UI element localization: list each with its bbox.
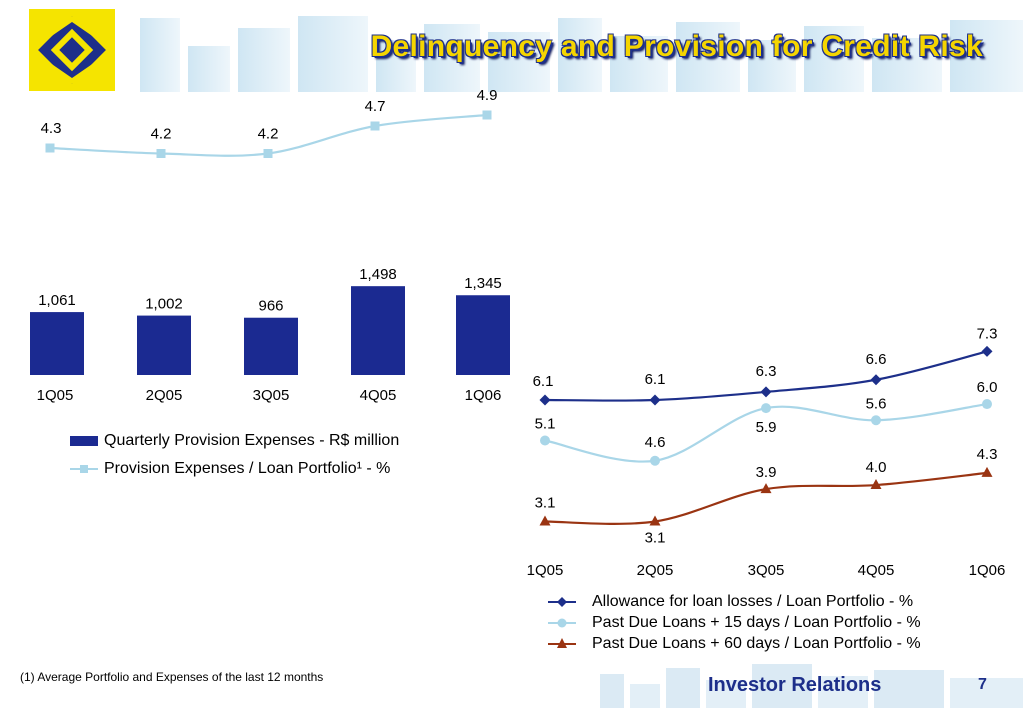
x-tick-label: 1Q06 — [465, 387, 502, 404]
provision-ratio-point — [156, 149, 166, 158]
x-tick-label: 3Q05 — [748, 562, 785, 579]
series-point-1 — [649, 394, 661, 406]
series-value-label: 7.3 — [977, 325, 998, 342]
bank-logo — [29, 9, 115, 91]
series-value-label: 3.1 — [645, 530, 666, 547]
series-point-1 — [760, 386, 772, 398]
x-tick-label: 2Q05 — [146, 387, 183, 404]
x-tick-label: 1Q06 — [969, 562, 1006, 579]
bar-value-label: 1,498 — [359, 266, 397, 283]
bar-1Q06 — [456, 295, 510, 375]
bar-value-label: 966 — [258, 298, 283, 315]
series-value-label: 6.0 — [977, 379, 998, 396]
footnote: (1) Average Portfolio and Expenses of th… — [20, 670, 324, 684]
left-chart-legend: Quarterly Provision Expenses - R$ millio… — [70, 431, 470, 481]
series-value-label: 4.6 — [645, 434, 666, 451]
legend-label: Past Due Loans + 60 days / Loan Portfoli… — [592, 635, 921, 652]
legend-label: Provision Expenses / Loan Portfolio¹ - % — [104, 460, 391, 477]
legend-swatch-line-circle — [548, 618, 576, 628]
bar-4Q05 — [351, 286, 405, 375]
provision-ratio-label: 4.2 — [258, 126, 279, 143]
series-value-label: 6.1 — [645, 371, 666, 388]
bar-2Q05 — [137, 315, 191, 375]
legend-swatch-bar — [70, 436, 98, 446]
legend-swatch-line-diamond — [548, 597, 576, 607]
page-number: 7 — [978, 676, 987, 693]
series-point-2 — [761, 403, 771, 414]
bar-value-label: 1,002 — [145, 296, 183, 313]
header-skyline-decoration — [140, 16, 1023, 92]
series-point-1 — [539, 394, 551, 406]
series-point-2 — [650, 455, 660, 466]
legend-swatch-line-square — [70, 465, 98, 473]
provision-expenses-chart: 1,061 1,002 966 1,498 1,345 4.3 4.2 4.2 4.7 4.9 1Q… — [30, 87, 510, 404]
series-point-3 — [981, 466, 993, 477]
provision-ratio-point — [370, 121, 380, 131]
series-point-3 — [760, 483, 772, 494]
bar-3Q05 — [244, 317, 298, 375]
series-point-2 — [540, 435, 550, 446]
page-title: Delinquency and Provision for Credit Ris… — [370, 30, 983, 63]
legend-label: Quarterly Provision Expenses - R$ millio… — [104, 432, 400, 449]
series-value-label: 4.0 — [866, 459, 887, 476]
series-value-label: 5.9 — [756, 419, 777, 436]
series-point-1 — [870, 374, 882, 386]
x-tick-label: 4Q05 — [858, 562, 895, 579]
provision-ratio-label: 4.3 — [41, 120, 62, 137]
series-point-3 — [649, 515, 661, 526]
x-tick-label: 2Q05 — [637, 562, 674, 579]
right-chart-legend: Allowance for loan losses / Loan Portfol… — [548, 592, 998, 658]
provision-ratio-label: 4.9 — [477, 87, 498, 104]
legend-label: Past Due Loans + 15 days / Loan Portfoli… — [592, 614, 921, 631]
series-point-3 — [539, 515, 551, 526]
footer-investor-relations: Investor Relations — [708, 674, 882, 696]
provision-ratio-point — [482, 110, 492, 120]
legend-label: Allowance for loan losses / Loan Portfol… — [592, 593, 914, 610]
series-value-label: 3.9 — [756, 464, 777, 481]
provision-ratio-point — [45, 143, 55, 153]
series-value-label: 5.1 — [535, 416, 556, 433]
series-point-2 — [982, 399, 992, 410]
x-tick-label: 4Q05 — [360, 387, 397, 404]
series-value-label: 6.3 — [756, 363, 777, 380]
delinquency-ratios-chart: 6.1 6.1 6.3 6.6 7.3 5.1 4.6 5.9 5.6 6.0 3.1 3.1 3.9 4… — [527, 325, 1006, 579]
series-point-3 — [870, 479, 882, 490]
bar-value-label: 1,345 — [464, 275, 502, 292]
series-value-label: 6.1 — [533, 373, 554, 390]
series-value-label: 4.3 — [977, 446, 998, 463]
footer-skyline-decoration — [600, 664, 1023, 708]
legend-swatch-line-triangle — [548, 638, 576, 648]
bar-value-label: 1,061 — [38, 292, 76, 309]
provision-ratio-label: 4.7 — [365, 98, 386, 115]
x-tick-label: 1Q05 — [37, 387, 74, 404]
provision-ratio-point — [263, 149, 273, 158]
series-value-label: 6.6 — [866, 351, 887, 368]
bar-1Q05 — [30, 312, 84, 375]
series-value-label: 3.1 — [535, 495, 556, 512]
x-tick-label: 1Q05 — [527, 562, 564, 579]
series-point-1 — [981, 345, 993, 357]
series-value-label: 5.6 — [866, 395, 887, 412]
series-point-2 — [871, 415, 881, 426]
x-tick-label: 3Q05 — [253, 387, 290, 404]
provision-ratio-label: 4.2 — [151, 126, 172, 143]
